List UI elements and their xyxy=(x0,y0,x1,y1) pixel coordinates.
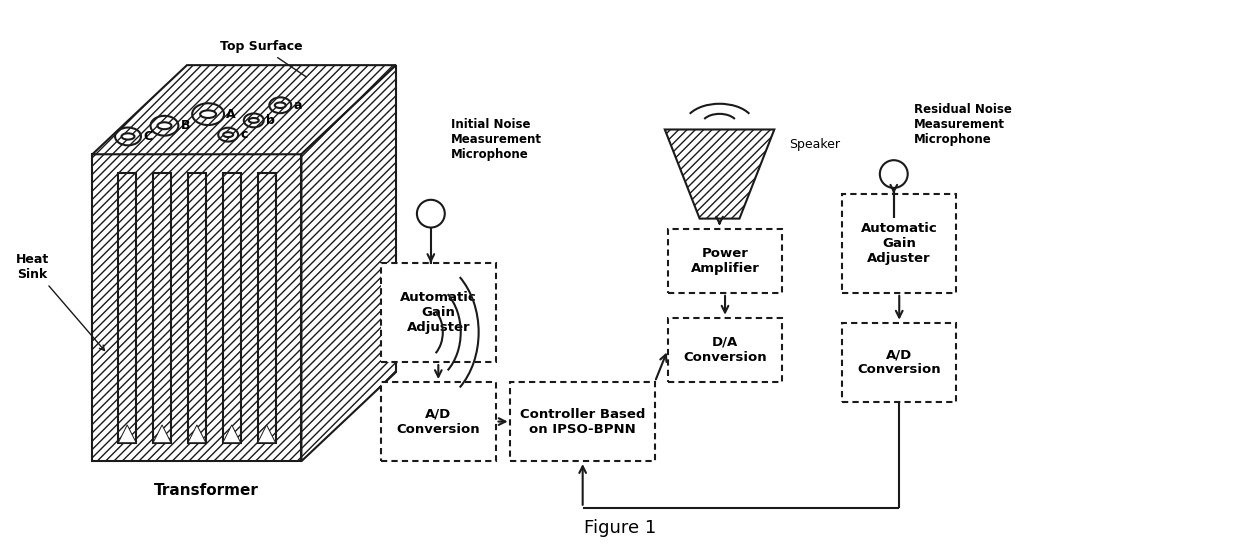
Ellipse shape xyxy=(157,122,171,129)
Text: C: C xyxy=(143,130,153,143)
Text: Initial Noise
Measurement
Microphone: Initial Noise Measurement Microphone xyxy=(451,118,542,161)
Bar xyxy=(153,172,171,442)
Polygon shape xyxy=(188,425,206,442)
Text: Automatic
Gain
Adjuster: Automatic Gain Adjuster xyxy=(401,291,476,334)
Bar xyxy=(511,382,655,461)
Text: Automatic
Gain
Adjuster: Automatic Gain Adjuster xyxy=(861,222,937,265)
Bar xyxy=(842,194,956,293)
Bar xyxy=(188,172,206,442)
Text: Residual Noise
Measurement
Microphone: Residual Noise Measurement Microphone xyxy=(914,103,1012,146)
Text: A/D
Conversion: A/D Conversion xyxy=(397,407,480,436)
Polygon shape xyxy=(223,425,241,442)
Text: D/A
Conversion: D/A Conversion xyxy=(683,336,766,364)
Bar xyxy=(258,172,275,442)
Ellipse shape xyxy=(122,133,134,140)
Text: Transformer: Transformer xyxy=(154,483,259,498)
Text: a: a xyxy=(293,99,301,112)
Text: Speaker: Speaker xyxy=(789,138,841,151)
Text: b: b xyxy=(265,114,274,127)
Circle shape xyxy=(880,160,908,188)
Ellipse shape xyxy=(269,97,291,113)
Bar xyxy=(223,172,241,442)
Text: c: c xyxy=(241,128,248,141)
Ellipse shape xyxy=(115,128,141,145)
Bar xyxy=(668,229,782,293)
Circle shape xyxy=(417,200,445,228)
Text: Power
Amplifier: Power Amplifier xyxy=(691,247,759,275)
Text: B: B xyxy=(180,119,190,132)
Text: A/D
Conversion: A/D Conversion xyxy=(857,348,941,376)
Bar xyxy=(381,263,496,362)
Ellipse shape xyxy=(200,110,216,118)
Polygon shape xyxy=(665,129,774,219)
Ellipse shape xyxy=(244,113,264,127)
Bar xyxy=(381,382,496,461)
Text: Heat
Sink: Heat Sink xyxy=(16,253,104,350)
Polygon shape xyxy=(153,425,171,442)
Ellipse shape xyxy=(218,128,238,142)
Text: Controller Based
on IPSO-BPNN: Controller Based on IPSO-BPNN xyxy=(520,407,645,436)
Ellipse shape xyxy=(275,103,285,108)
Bar xyxy=(118,172,136,442)
Polygon shape xyxy=(301,65,396,461)
Polygon shape xyxy=(92,65,396,154)
Text: Figure 1: Figure 1 xyxy=(584,518,656,536)
Text: Top Surface: Top Surface xyxy=(221,40,306,77)
Bar xyxy=(668,318,782,382)
Ellipse shape xyxy=(223,132,233,137)
Ellipse shape xyxy=(150,116,179,136)
Bar xyxy=(842,323,956,402)
Text: A: A xyxy=(226,108,236,121)
Polygon shape xyxy=(258,425,275,442)
Polygon shape xyxy=(92,154,301,461)
Polygon shape xyxy=(118,425,136,442)
Ellipse shape xyxy=(249,118,259,123)
Ellipse shape xyxy=(192,103,224,125)
